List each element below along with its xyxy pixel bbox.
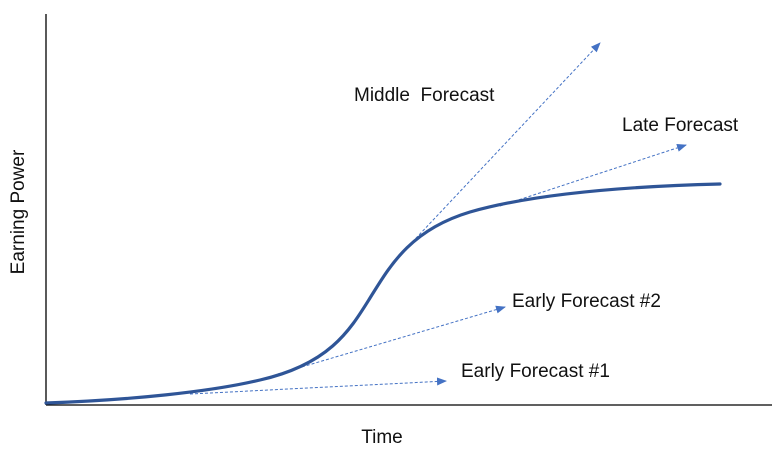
early-forecast-2-arrow [277, 305, 506, 375]
early-forecast-1-label: Early Forecast #1 [461, 361, 610, 382]
late-forecast-label: Late Forecast [622, 115, 739, 136]
middle-forecast-label: Middle Forecast [354, 85, 495, 106]
early-forecast-2-label: Early Forecast #2 [512, 291, 661, 312]
middle-forecast-arrow [401, 42, 601, 254]
y-axis-label: Earning Power [8, 149, 29, 274]
late-forecast-arrow [499, 144, 687, 207]
x-axis-label: Time [361, 427, 403, 448]
early-forecast-1-arrow [189, 377, 447, 395]
earning-power-curve [44, 182, 722, 405]
